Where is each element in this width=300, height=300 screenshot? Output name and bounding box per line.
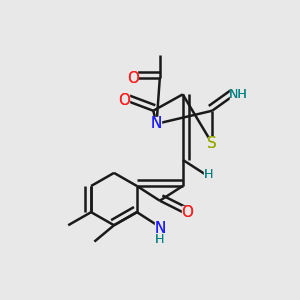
Text: O: O: [118, 93, 130, 108]
Text: N: N: [154, 221, 166, 236]
Text: H: H: [203, 168, 213, 181]
Text: O: O: [127, 70, 139, 86]
Text: H: H: [155, 233, 164, 247]
Text: NH: NH: [228, 88, 247, 101]
Bar: [230, 88, 245, 101]
Text: O: O: [127, 70, 139, 86]
Bar: [208, 137, 217, 150]
Text: S: S: [207, 136, 217, 151]
Bar: [155, 222, 164, 235]
Bar: [204, 168, 213, 181]
Bar: [120, 94, 129, 107]
Text: H: H: [203, 168, 213, 181]
Text: O: O: [181, 205, 193, 220]
Bar: [182, 206, 191, 219]
Text: N: N: [154, 221, 166, 236]
Text: O: O: [181, 205, 193, 220]
Bar: [128, 71, 137, 85]
Text: N: N: [151, 116, 162, 131]
Text: NH: NH: [228, 88, 247, 101]
Text: S: S: [207, 136, 217, 151]
Bar: [152, 117, 161, 130]
Bar: [155, 233, 164, 247]
Text: O: O: [118, 93, 130, 108]
Text: H: H: [155, 233, 164, 247]
Text: N: N: [151, 116, 162, 131]
